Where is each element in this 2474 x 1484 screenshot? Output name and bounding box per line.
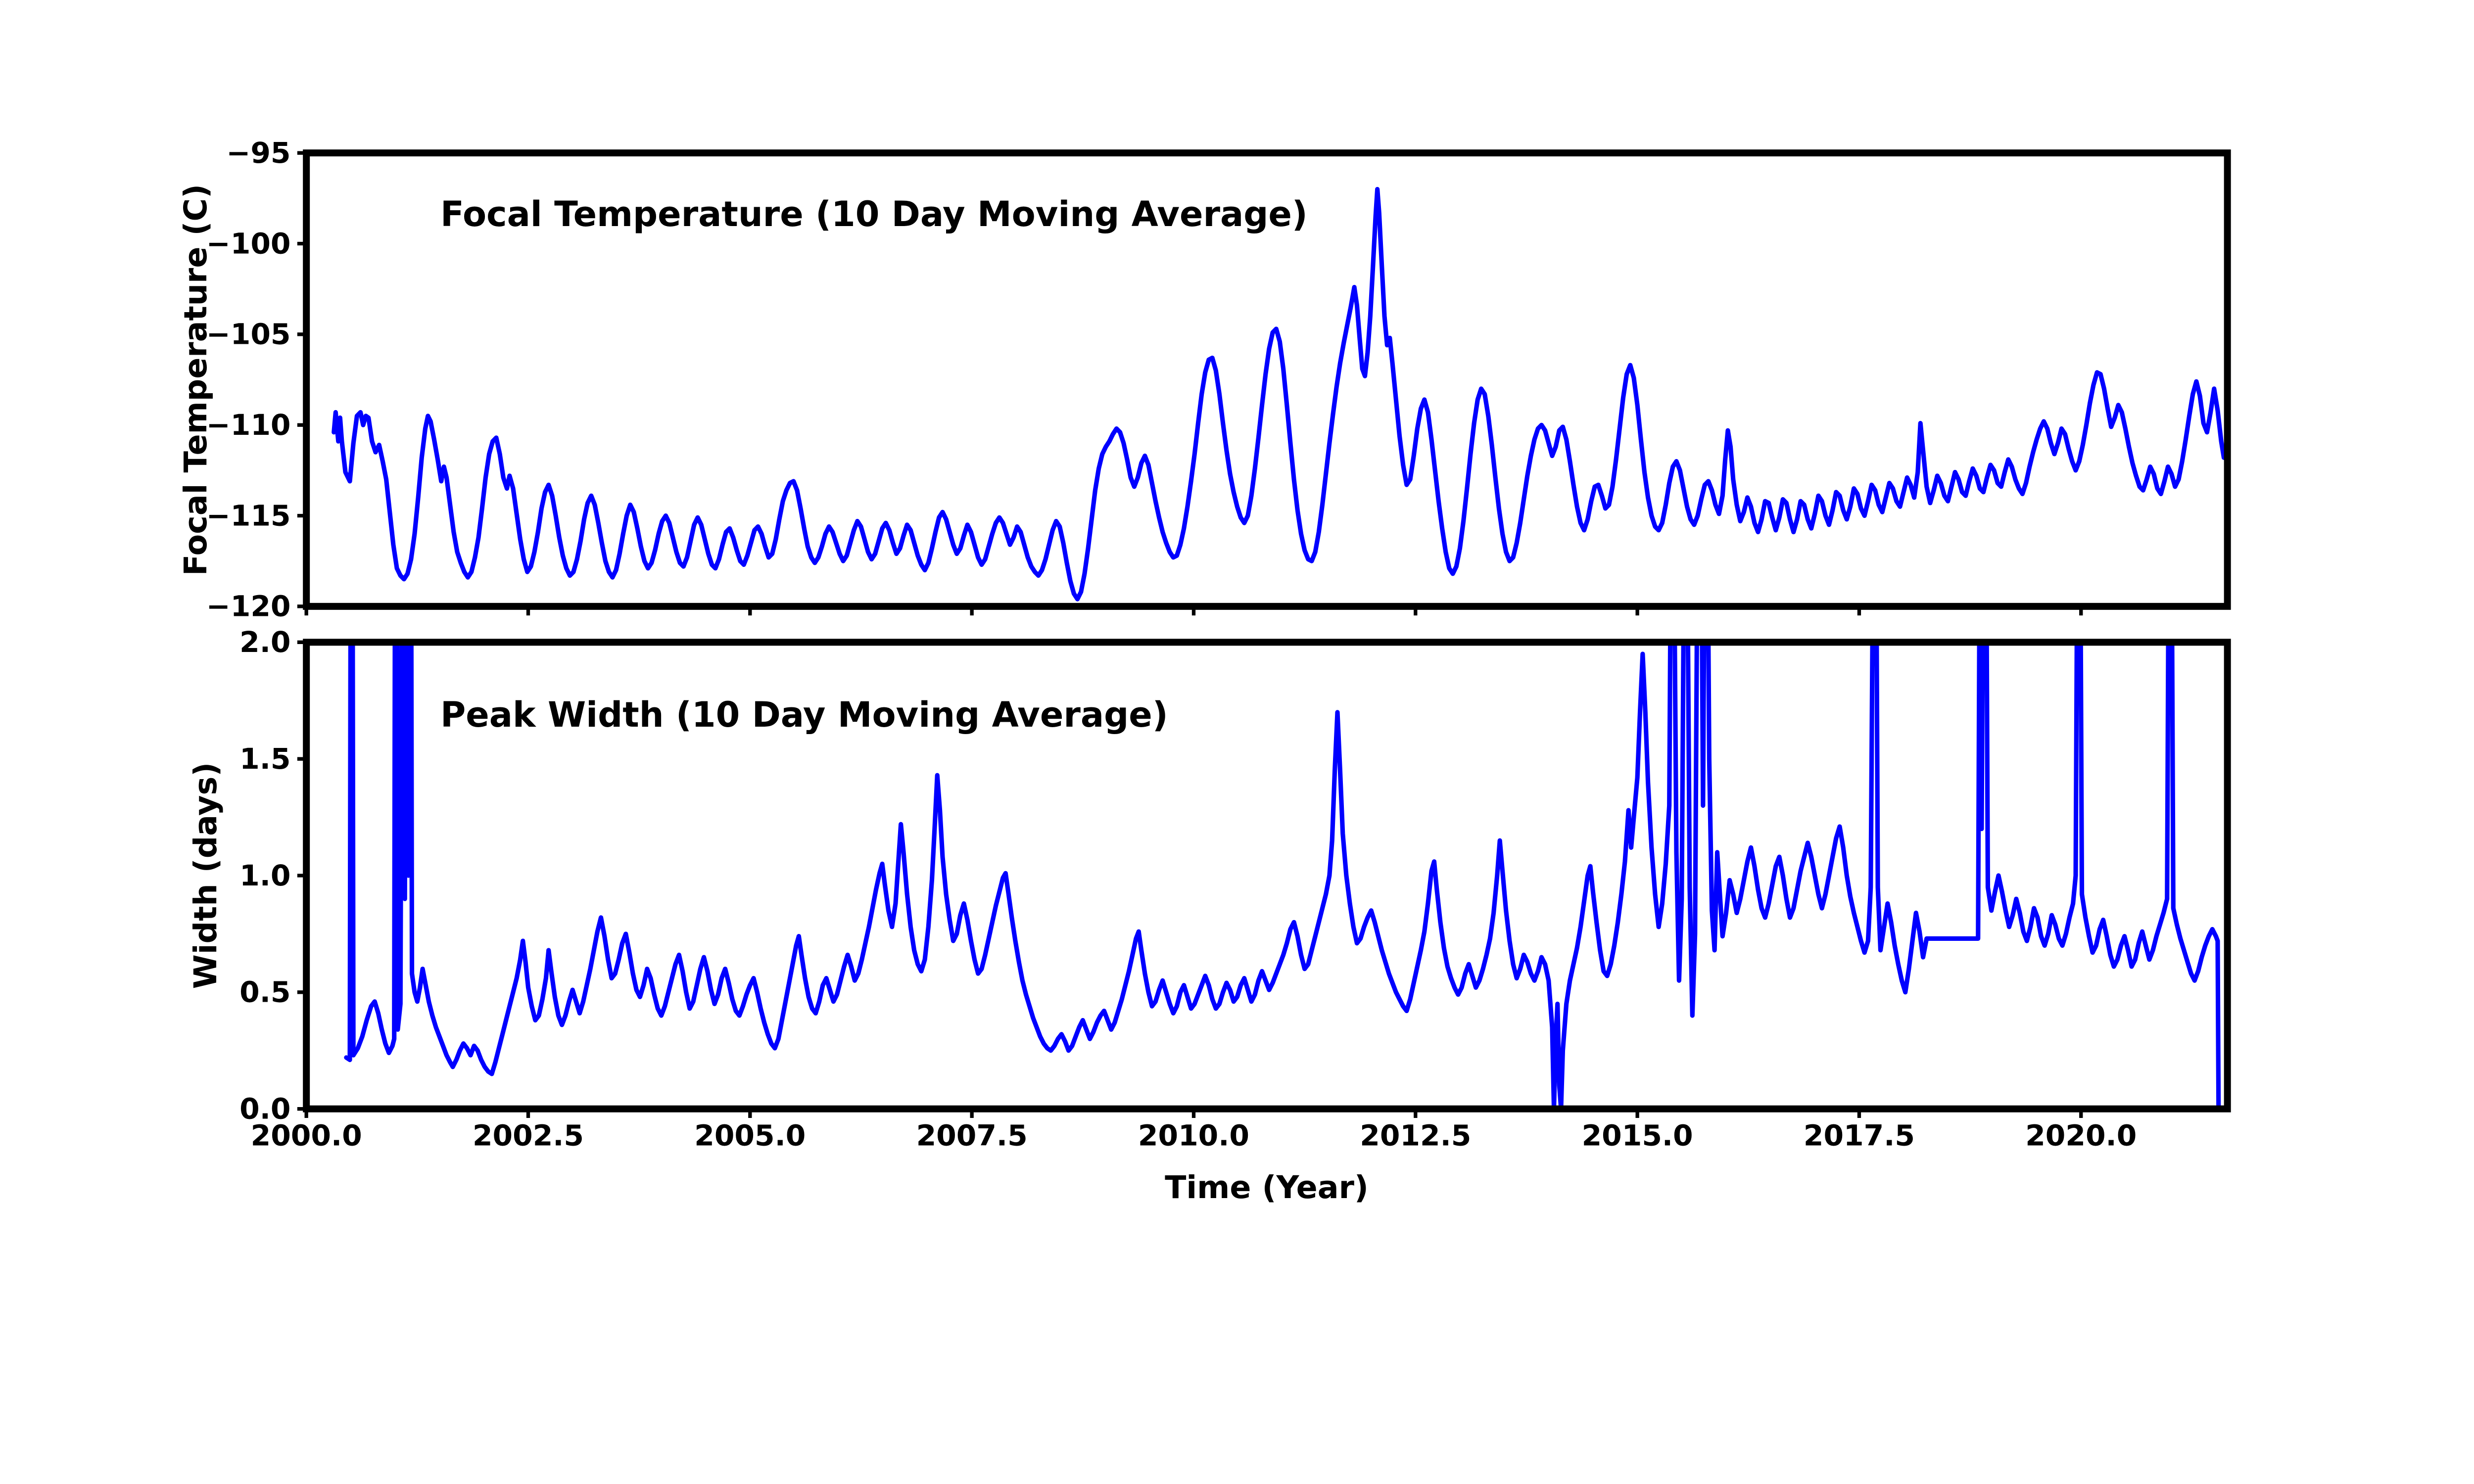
- y-tick-label: −105: [206, 318, 291, 351]
- x-tick-label: 2017.5: [1804, 1118, 1915, 1152]
- y-tick-label: 1.0: [239, 859, 290, 892]
- y-tick-label: 0.0: [239, 1092, 290, 1126]
- x-tick-label: 2000.0: [251, 1118, 362, 1152]
- series-line-focal_temperature_10day_ma: [332, 186, 2227, 602]
- y-tick-label: −120: [206, 590, 291, 623]
- y-tick-label: 2.0: [239, 625, 290, 659]
- axes-frame-1: [303, 639, 2231, 1113]
- axes-frame-0: [303, 149, 2231, 610]
- x-tick-label: 2007.5: [916, 1118, 1028, 1152]
- figure: −95 −100 −105 −110 −115 −120 2000.0 2002.5 2005.…: [177, 136, 2231, 1206]
- chart-canvas: −95 −100 −105 −110 −115 −120 2000.0 2002.5 2005.…: [206, 136, 2231, 1152]
- y-tick-label: −110: [206, 408, 291, 442]
- x-tick-label: 2002.5: [473, 1118, 584, 1152]
- y-tick-label: −100: [206, 227, 291, 260]
- x-tick-label: 2012.5: [1360, 1118, 1471, 1152]
- x-tick-label: 2020.0: [2025, 1118, 2137, 1152]
- y-tick-label: 0.5: [239, 975, 290, 1009]
- y-tick-label: 1.5: [239, 742, 290, 776]
- x-tick-label: 2015.0: [1582, 1118, 1693, 1152]
- x-tick-label: 2005.0: [694, 1118, 806, 1152]
- series-line-peak_width_10day_ma: [344, 642, 2221, 1109]
- x-tick-label: 2010.0: [1138, 1118, 1249, 1152]
- y-tick-label: −95: [226, 136, 290, 170]
- y-tick-label: −115: [206, 499, 291, 532]
